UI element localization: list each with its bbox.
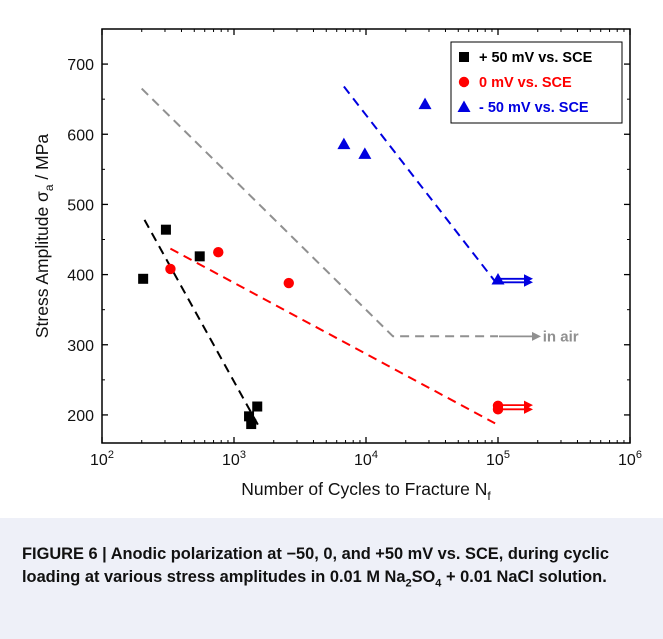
- figure-caption: FIGURE 6 | Anodic polarization at −50, 0…: [22, 543, 647, 595]
- legend: + 50 mV vs. SCE 0 mV vs. SCE - 50 mV vs. S…: [450, 41, 623, 124]
- runout-arrows: [499, 274, 541, 414]
- data-markers: [138, 97, 505, 430]
- data-point: [194, 251, 205, 262]
- data-point: [337, 137, 351, 150]
- data-point: [138, 273, 149, 284]
- runout-arrow-head: [524, 277, 533, 287]
- data-point: [160, 224, 171, 235]
- data-point: [213, 246, 224, 258]
- caption-text-a: Anodic polarization at −50, 0, and +50 m…: [22, 545, 609, 586]
- caption-end: .: [602, 568, 607, 586]
- runout-arrow-head: [524, 404, 533, 414]
- caption-sub-2: 4: [435, 577, 442, 590]
- data-point: [244, 411, 255, 422]
- fit-line: [143, 219, 261, 429]
- legend-marker: [458, 76, 470, 88]
- caption-lead: FIGURE 6: [22, 545, 98, 563]
- annotations: in air: [543, 328, 579, 345]
- x-axis-title: Number of Cycles to Fracture Nf: [241, 479, 491, 503]
- x-tick-label: 105: [486, 449, 510, 469]
- y-tick-label: 500: [67, 197, 94, 214]
- legend-label: - 50 mV vs. SCE: [479, 100, 589, 116]
- legend-label: 0 mV vs. SCE: [479, 75, 572, 91]
- caption-text-b: SO: [411, 568, 436, 586]
- caption-sub-1: 2: [405, 577, 412, 590]
- y-tick-label: 400: [67, 268, 94, 285]
- data-point: [283, 277, 294, 289]
- y-tick-label: 600: [67, 127, 94, 144]
- caption-band: [0, 518, 663, 639]
- annotation-label: in air: [543, 328, 579, 345]
- data-point: [492, 404, 504, 415]
- caption-separator: |: [97, 545, 111, 563]
- y-tick-label: 200: [67, 408, 94, 425]
- x-tick-label: 106: [618, 449, 642, 469]
- data-point: [418, 97, 432, 110]
- data-point: [358, 147, 372, 159]
- data-point: [252, 401, 263, 412]
- runout-arrow-head: [532, 331, 541, 341]
- x-tick-label: 102: [90, 449, 114, 469]
- data-point: [246, 419, 257, 430]
- y-tick-label: 700: [67, 57, 94, 74]
- fit-lines: [140, 85, 498, 429]
- legend-marker: [459, 52, 469, 62]
- legend-marker: [457, 100, 471, 112]
- caption-text-c: + 0.01 NaCl solution: [441, 568, 603, 586]
- fit-line: [343, 85, 498, 285]
- y-tick-label: 300: [67, 338, 94, 355]
- legend-label: + 50 mV vs. SCE: [479, 50, 593, 66]
- fit-line: [169, 247, 496, 425]
- axes: 200 300 400 500 600 700 102 103 104 105 106 Number …: [32, 28, 642, 503]
- data-point: [491, 273, 505, 285]
- x-tick-label: 104: [354, 449, 378, 469]
- data-point: [165, 263, 176, 275]
- legend-box: [450, 41, 623, 124]
- y-axis-title: Stress Amplitude σa / MPa: [32, 134, 56, 339]
- chart-svg: 200 300 400 500 600 700 102 103 104 105 106 Number …: [32, 28, 642, 503]
- fit-line: [140, 87, 498, 338]
- x-tick-label: 103: [222, 449, 246, 469]
